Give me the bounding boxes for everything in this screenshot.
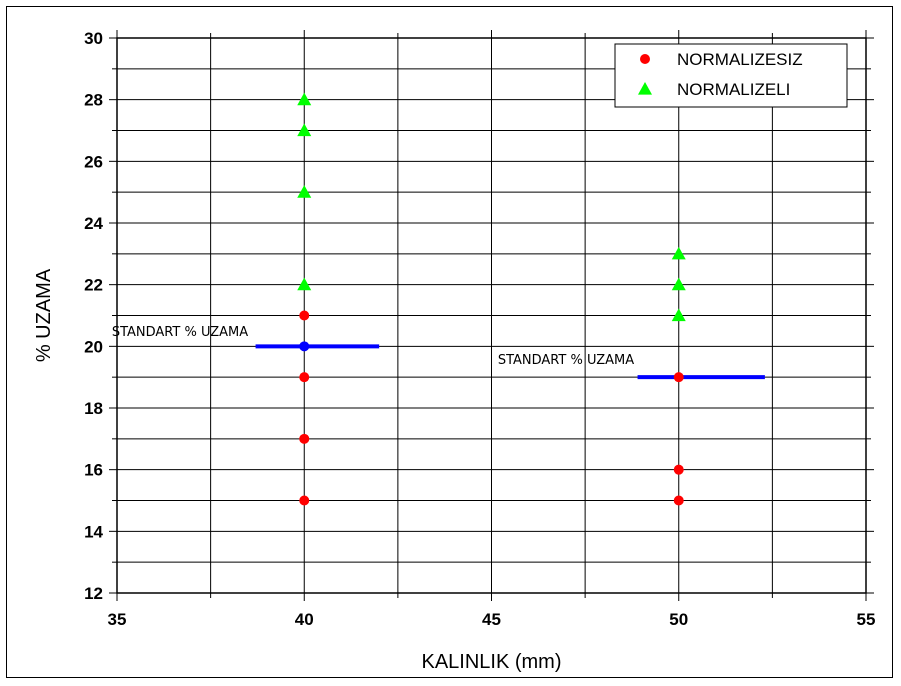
- point-normalizesiz: [673, 372, 684, 383]
- point-normalizesiz: [299, 433, 310, 444]
- grid: [117, 38, 866, 593]
- legend-box: [614, 43, 848, 108]
- legend-label-normalizeli: NORMALIZELI: [677, 80, 790, 99]
- point-normalizeli: [297, 277, 312, 291]
- x-axis-label: KALINLIK (mm): [421, 651, 561, 673]
- y-tick-label: 16: [84, 461, 103, 480]
- reference-label-40: STANDART % UZAMA: [112, 325, 248, 340]
- x-tick-label: 50: [669, 610, 688, 629]
- point-normalizesiz: [299, 372, 310, 383]
- y-tick-label: 30: [84, 29, 103, 48]
- point-normalizesiz: [299, 310, 310, 321]
- point-normalizesiz: [673, 464, 684, 475]
- x-tick-label: 35: [108, 610, 127, 629]
- point-normalizesiz: [299, 495, 310, 506]
- y-tick-label: 24: [84, 214, 103, 233]
- y-tick-label: 28: [84, 91, 103, 110]
- legend: NORMALIZESIZ NORMALIZELI: [614, 43, 848, 108]
- y-tick-label: 20: [84, 337, 103, 356]
- y-tick-label: 22: [84, 276, 103, 295]
- chart-frame: [6, 6, 893, 678]
- reference-lines: [255, 344, 765, 380]
- point-normalizeli: [671, 308, 686, 322]
- x-tick-label: 55: [857, 610, 876, 629]
- point-normalizeli: [671, 246, 686, 260]
- point-normalizeli: [297, 185, 312, 198]
- y-tick-label: 18: [84, 399, 103, 418]
- legend-marker-normalizesiz: [640, 54, 650, 64]
- data-points: [297, 92, 686, 506]
- reference-label-50: STANDART % UZAMA: [498, 353, 634, 368]
- axis-ticks: 12 14 16 18 20 22 24 26 28 30 35 40 45 50 55: [84, 29, 875, 629]
- x-tick-label: 40: [295, 610, 314, 629]
- point-normalizeli: [297, 92, 312, 106]
- y-tick-label: 14: [84, 522, 103, 541]
- y-tick-label: 26: [84, 152, 103, 171]
- point-normalizesiz: [673, 495, 684, 506]
- legend-marker-normalizeli: [638, 82, 652, 95]
- point-normalizeli: [297, 123, 312, 137]
- legend-label-normalizesiz: NORMALIZESIZ: [677, 50, 803, 69]
- y-tick-label: 12: [84, 584, 103, 603]
- point-normalizeli: [671, 277, 686, 291]
- standard-point: [299, 341, 310, 352]
- y-axis-label: % UZAMA: [33, 268, 55, 362]
- x-tick-label: 45: [482, 610, 501, 629]
